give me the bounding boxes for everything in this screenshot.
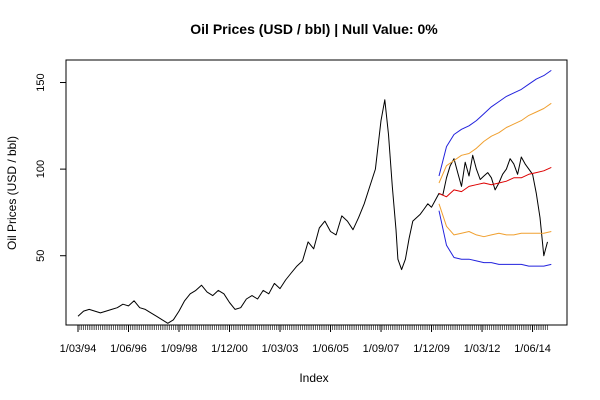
y-axis: 50 100 150 bbox=[35, 73, 66, 262]
x-tick-label: 1/03/03 bbox=[262, 343, 299, 355]
x-tick-label: 1/06/14 bbox=[514, 343, 551, 355]
y-axis-label: Oil Prices (USD / bbl) bbox=[5, 136, 19, 250]
series-line-forecast bbox=[438, 166, 552, 198]
x-tick-label: 1/03/94 bbox=[60, 343, 97, 355]
series-line-interval-95-lower bbox=[438, 210, 552, 267]
x-axis-label: Index bbox=[299, 371, 328, 385]
x-axis: 1/03/94 1/06/96 1/09/98 1/12/00 1/03/03 1/06/… bbox=[60, 325, 551, 355]
x-tick-label: 1/03/12 bbox=[464, 343, 501, 355]
x-tick-label: 1/09/98 bbox=[161, 343, 198, 355]
series-line-actual bbox=[77, 99, 548, 324]
x-tick-label: 1/12/00 bbox=[211, 343, 248, 355]
x-tick-label: 1/09/07 bbox=[363, 343, 400, 355]
series-line-interval-80-upper bbox=[438, 102, 552, 184]
chart-title: Oil Prices (USD / bbl) | Null Value: 0% bbox=[190, 21, 438, 37]
series-layer bbox=[77, 69, 552, 324]
y-tick-label: 100 bbox=[35, 160, 47, 178]
y-tick-label: 50 bbox=[35, 250, 47, 262]
y-tick-label: 150 bbox=[35, 73, 47, 91]
x-tick-label: 1/06/96 bbox=[110, 343, 147, 355]
plot-frame bbox=[65, 59, 568, 326]
x-tick-label: 1/06/05 bbox=[312, 343, 349, 355]
series-line-interval-95-upper bbox=[438, 69, 552, 177]
x-tick-label: 1/12/09 bbox=[413, 343, 450, 355]
series-line-interval-80-lower bbox=[438, 203, 552, 238]
